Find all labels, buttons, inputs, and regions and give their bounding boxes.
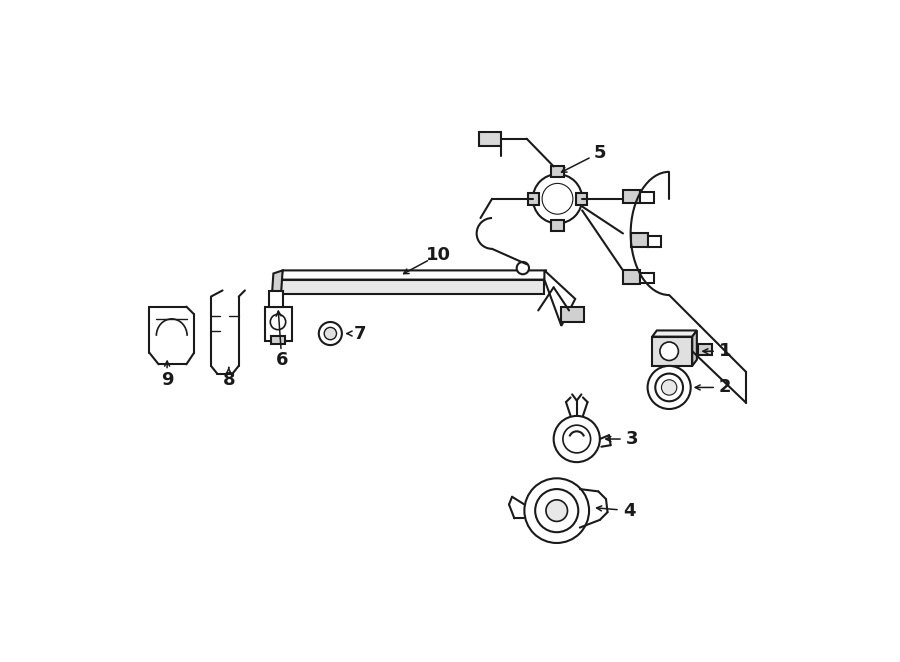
- Polygon shape: [281, 279, 544, 293]
- Bar: [552, 220, 563, 231]
- Circle shape: [525, 479, 590, 543]
- Bar: [640, 273, 653, 283]
- Bar: [648, 236, 662, 246]
- Circle shape: [546, 500, 568, 522]
- Bar: [698, 344, 712, 355]
- Polygon shape: [562, 307, 584, 322]
- Polygon shape: [652, 330, 697, 336]
- Bar: [528, 193, 539, 205]
- Text: 4: 4: [623, 502, 635, 520]
- Text: 7: 7: [354, 324, 366, 342]
- Bar: [576, 193, 587, 205]
- Text: 10: 10: [426, 246, 451, 264]
- Text: 9: 9: [161, 371, 174, 389]
- Bar: [479, 132, 500, 146]
- Text: 6: 6: [275, 352, 288, 369]
- Text: 1: 1: [719, 342, 732, 360]
- Circle shape: [660, 342, 679, 361]
- Circle shape: [648, 366, 690, 409]
- Text: 2: 2: [719, 379, 732, 397]
- Bar: [269, 291, 283, 307]
- Circle shape: [662, 380, 677, 395]
- Bar: [623, 270, 640, 284]
- Bar: [552, 166, 563, 177]
- Bar: [265, 307, 292, 341]
- Circle shape: [655, 373, 683, 401]
- Circle shape: [542, 183, 573, 214]
- Polygon shape: [281, 270, 546, 279]
- Bar: [271, 336, 285, 344]
- Circle shape: [270, 314, 285, 330]
- Text: 3: 3: [626, 430, 638, 448]
- Circle shape: [533, 174, 582, 224]
- Circle shape: [554, 416, 599, 462]
- Text: 8: 8: [222, 371, 235, 389]
- Circle shape: [324, 328, 337, 340]
- Circle shape: [517, 262, 529, 274]
- Bar: [652, 336, 692, 366]
- Bar: [631, 234, 648, 248]
- Bar: [640, 192, 653, 203]
- Polygon shape: [272, 270, 283, 297]
- Bar: [623, 189, 640, 203]
- Circle shape: [562, 425, 590, 453]
- Circle shape: [536, 489, 579, 532]
- Polygon shape: [692, 330, 697, 366]
- Text: 5: 5: [594, 144, 606, 162]
- Circle shape: [319, 322, 342, 345]
- Polygon shape: [544, 270, 575, 326]
